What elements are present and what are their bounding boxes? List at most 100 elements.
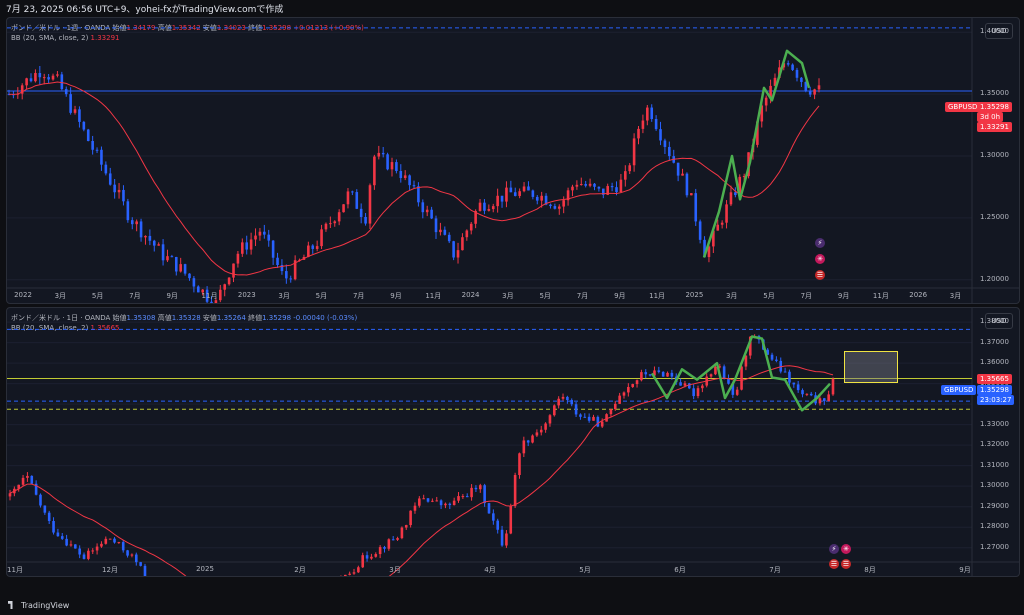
change-value: +0.01213 (+0.90%)	[293, 24, 364, 32]
candle-body	[587, 416, 591, 421]
candle-body	[448, 503, 452, 506]
candle-body	[357, 567, 360, 573]
candle-body	[720, 222, 724, 225]
candle-body	[800, 77, 803, 82]
candle-body	[539, 429, 543, 433]
candle-body	[465, 230, 469, 238]
weekly-chart-canvas[interactable]	[7, 18, 1019, 303]
candle-body	[522, 186, 526, 192]
x-axis-tick: 11月	[201, 292, 218, 300]
bb-indicator-label[interactable]: BB (20, SMA, close, 2)	[11, 34, 89, 42]
candle-body	[666, 372, 669, 377]
last-price-tag: 1.35298	[977, 385, 1012, 395]
candle-body	[469, 223, 473, 231]
candle-body	[135, 221, 138, 225]
currency-button[interactable]: USD	[985, 313, 1013, 329]
open-label: 始値	[112, 314, 127, 322]
candle-body	[104, 164, 108, 174]
candle-body	[144, 235, 147, 238]
daily-chart-canvas[interactable]	[7, 308, 1019, 576]
candle-body	[8, 493, 12, 497]
candle-body	[39, 494, 42, 506]
y-axis-tick: 1.37000	[980, 337, 1009, 346]
weekly-legend-bb[interactable]: BB (20, SMA, close, 2) 1.33291	[11, 34, 120, 42]
x-axis-tick: 2024	[461, 291, 480, 299]
candle-body	[804, 81, 808, 92]
x-axis-tick: 3月	[502, 292, 514, 300]
candle-body	[30, 475, 34, 484]
uk-flag-icon[interactable]: ✳	[815, 254, 825, 264]
candle-body	[29, 78, 33, 82]
candle-body	[456, 250, 460, 258]
candle-body	[553, 206, 557, 209]
tradingview-logo-icon	[8, 601, 13, 609]
daily-chart-panel[interactable]: ポンド／米ドル · 1日 · OANDA 始値1.35308 高値1.35328…	[6, 307, 1020, 577]
candle-body	[461, 237, 464, 251]
candle-body	[690, 193, 693, 196]
currency-button[interactable]: USD	[985, 23, 1013, 39]
candle-body	[487, 503, 491, 514]
candle-body	[223, 284, 227, 290]
candle-body	[343, 574, 347, 576]
projection-box[interactable]	[844, 351, 898, 383]
candle-body	[47, 77, 50, 80]
candle-body	[254, 235, 257, 240]
y-axis-tick: 1.25000	[980, 212, 1009, 221]
candle-body	[566, 396, 569, 401]
candle-body	[688, 383, 691, 389]
x-axis-tick: 12月	[102, 566, 118, 574]
candle-body	[130, 220, 134, 225]
bb-value: 1.33291	[90, 34, 120, 42]
candle-body	[663, 140, 667, 147]
x-axis-tick: 11月	[649, 292, 666, 300]
uk-flag-icon[interactable]: ✳	[841, 544, 851, 554]
candle-body	[513, 192, 517, 196]
candle-body	[601, 188, 605, 195]
countdown-tag: 3d 0h	[977, 112, 1004, 122]
candle-body	[692, 388, 695, 397]
candle-body	[69, 94, 72, 113]
lightning-icon[interactable]: ⚡	[815, 238, 825, 248]
candle-body	[126, 550, 129, 556]
x-axis-tick: 7月	[800, 292, 813, 300]
candle-body	[505, 533, 508, 546]
y-axis-tick: 1.35000	[980, 89, 1009, 98]
candle-body	[712, 230, 715, 247]
us-flag-icon[interactable]: ☰	[829, 559, 839, 569]
candle-body	[808, 91, 812, 95]
tradingview-logo[interactable]: TradingView	[8, 601, 69, 610]
candle-body	[38, 73, 42, 78]
candle-body	[56, 532, 60, 537]
candle-body	[531, 435, 534, 443]
candle-body	[657, 370, 661, 372]
candle-body	[474, 210, 477, 224]
candle-body	[492, 513, 495, 521]
candle-body	[383, 547, 386, 549]
candle-body	[95, 546, 99, 551]
candle-body	[425, 209, 429, 213]
us-flag-icon-2[interactable]: ☰	[841, 559, 851, 569]
candle-body	[605, 414, 608, 422]
candle-body	[817, 85, 821, 90]
candle-body	[452, 500, 456, 506]
bb-value: 1.35665	[90, 324, 120, 332]
candle-body	[219, 289, 222, 301]
candle-body	[527, 186, 530, 191]
candle-body	[683, 383, 687, 386]
candle-body	[679, 382, 682, 386]
weekly-chart-panel[interactable]: ポンド／米ドル · 1週 · OANDA 始値1.34179 高値1.35342…	[6, 17, 1020, 304]
daily-legend-bb[interactable]: BB (20, SMA, close, 2) 1.35665	[11, 324, 120, 332]
candle-body	[188, 273, 191, 279]
candle-body	[179, 264, 182, 272]
candle-body	[727, 378, 730, 384]
us-flag-icon[interactable]: ☰	[815, 270, 825, 280]
lightning-icon[interactable]: ⚡	[829, 544, 839, 554]
candle-body	[422, 498, 425, 500]
y-axis-tick: 1.27000	[980, 542, 1009, 551]
candle-body	[786, 63, 790, 65]
candle-body	[311, 245, 315, 249]
bb-indicator-label[interactable]: BB (20, SMA, close, 2)	[11, 324, 89, 332]
candle-body	[443, 229, 447, 235]
daily-legend-ohlc: ポンド／米ドル · 1日 · OANDA 始値1.35308 高値1.35328…	[11, 313, 357, 323]
candle-body	[813, 89, 816, 95]
